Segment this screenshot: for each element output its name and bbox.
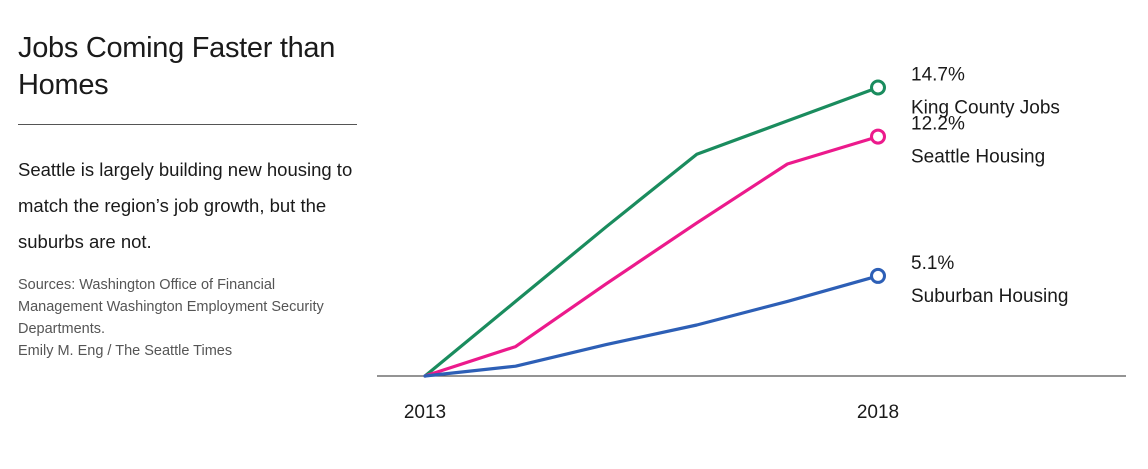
series-name-label-suburban-housing: Suburban Housing — [911, 286, 1068, 307]
series-name-label-seattle-housing: Seattle Housing — [911, 147, 1045, 168]
end-value-label-king-county-jobs: 14.7% — [911, 65, 965, 86]
x-tick-label-2018: 2018 — [857, 402, 899, 423]
series-name-label-king-county-jobs: King County Jobs — [911, 98, 1060, 119]
series-line-suburban-housing — [423, 274, 880, 378]
series-end-markers — [870, 79, 886, 284]
end-value-label-seattle-housing: 12.2% — [911, 114, 965, 135]
series-lines — [423, 85, 880, 378]
x-tick-labels: 2013 2018 — [404, 402, 899, 423]
end-marker-seattle-housing — [870, 128, 886, 145]
chart-subtitle: Seattle is largely building new housing … — [18, 159, 353, 252]
sources-text: Sources: Washington Office of Financial … — [18, 277, 324, 337]
title-divider — [18, 124, 357, 125]
chart-title: Jobs Coming Faster than Homes — [18, 32, 336, 101]
series-line-seattle-housing — [423, 135, 880, 378]
sources-credit: Sources: Washington Office of Financial … — [18, 274, 338, 362]
x-tick-label-2013: 2013 — [404, 402, 446, 423]
end-marker-suburban-housing — [870, 267, 886, 284]
series-line-king-county-jobs — [423, 85, 880, 378]
credit-text: Emily M. Eng / The Seattle Times — [18, 343, 233, 359]
chart-description-panel: Jobs Coming Faster than Homes Seattle is… — [18, 30, 363, 362]
end-marker-king-county-jobs — [870, 79, 886, 96]
end-value-label-suburban-housing: 5.1% — [911, 253, 954, 274]
